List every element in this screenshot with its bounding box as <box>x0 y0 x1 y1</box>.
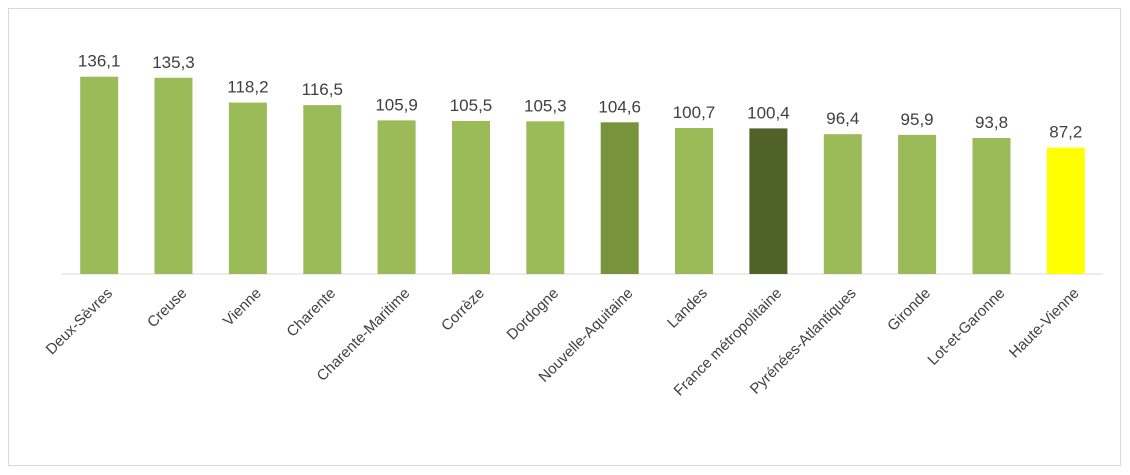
category-tick-label: Charente <box>283 285 339 341</box>
bar <box>824 134 862 274</box>
data-label: 118,2 <box>227 78 268 97</box>
bar <box>155 78 193 274</box>
category-tick-label: Haute-Vienne <box>1006 285 1083 362</box>
bar <box>378 120 416 274</box>
data-label: 105,5 <box>450 96 493 115</box>
bar <box>898 135 936 274</box>
data-label: 104,6 <box>598 97 641 116</box>
bar <box>1047 148 1085 274</box>
bar <box>973 138 1011 274</box>
bar <box>452 121 490 274</box>
bar <box>229 103 267 274</box>
bar <box>80 77 118 274</box>
bar <box>749 128 787 274</box>
category-tick-label: Vienne <box>220 285 265 330</box>
data-label: 93,8 <box>975 113 1008 132</box>
category-tick-label: Deux-Sèvres <box>43 285 116 358</box>
data-label: 96,4 <box>826 109 859 128</box>
data-label: 100,4 <box>747 103 790 122</box>
category-tick-label: Dordogne <box>504 285 563 344</box>
data-label: 136,1 <box>78 52 121 71</box>
category-tick-label: Lot-et-Garonne <box>924 285 1008 369</box>
category-tick-label: Landes <box>664 285 711 332</box>
data-label: 105,3 <box>524 96 567 115</box>
data-label: 95,9 <box>901 110 934 129</box>
category-tick-label: Gironde <box>884 285 934 335</box>
category-tick-label: Corrèze <box>438 285 488 335</box>
bar <box>303 105 341 274</box>
bar <box>601 122 639 274</box>
data-label: 105,9 <box>375 95 418 114</box>
data-label: 100,7 <box>673 103 716 122</box>
category-tick-label: Creuse <box>144 285 190 331</box>
data-label: 116,5 <box>302 80 343 99</box>
bar <box>675 128 713 274</box>
data-label: 87,2 <box>1049 123 1082 142</box>
bar <box>526 121 564 274</box>
data-label: 135,3 <box>152 53 195 72</box>
